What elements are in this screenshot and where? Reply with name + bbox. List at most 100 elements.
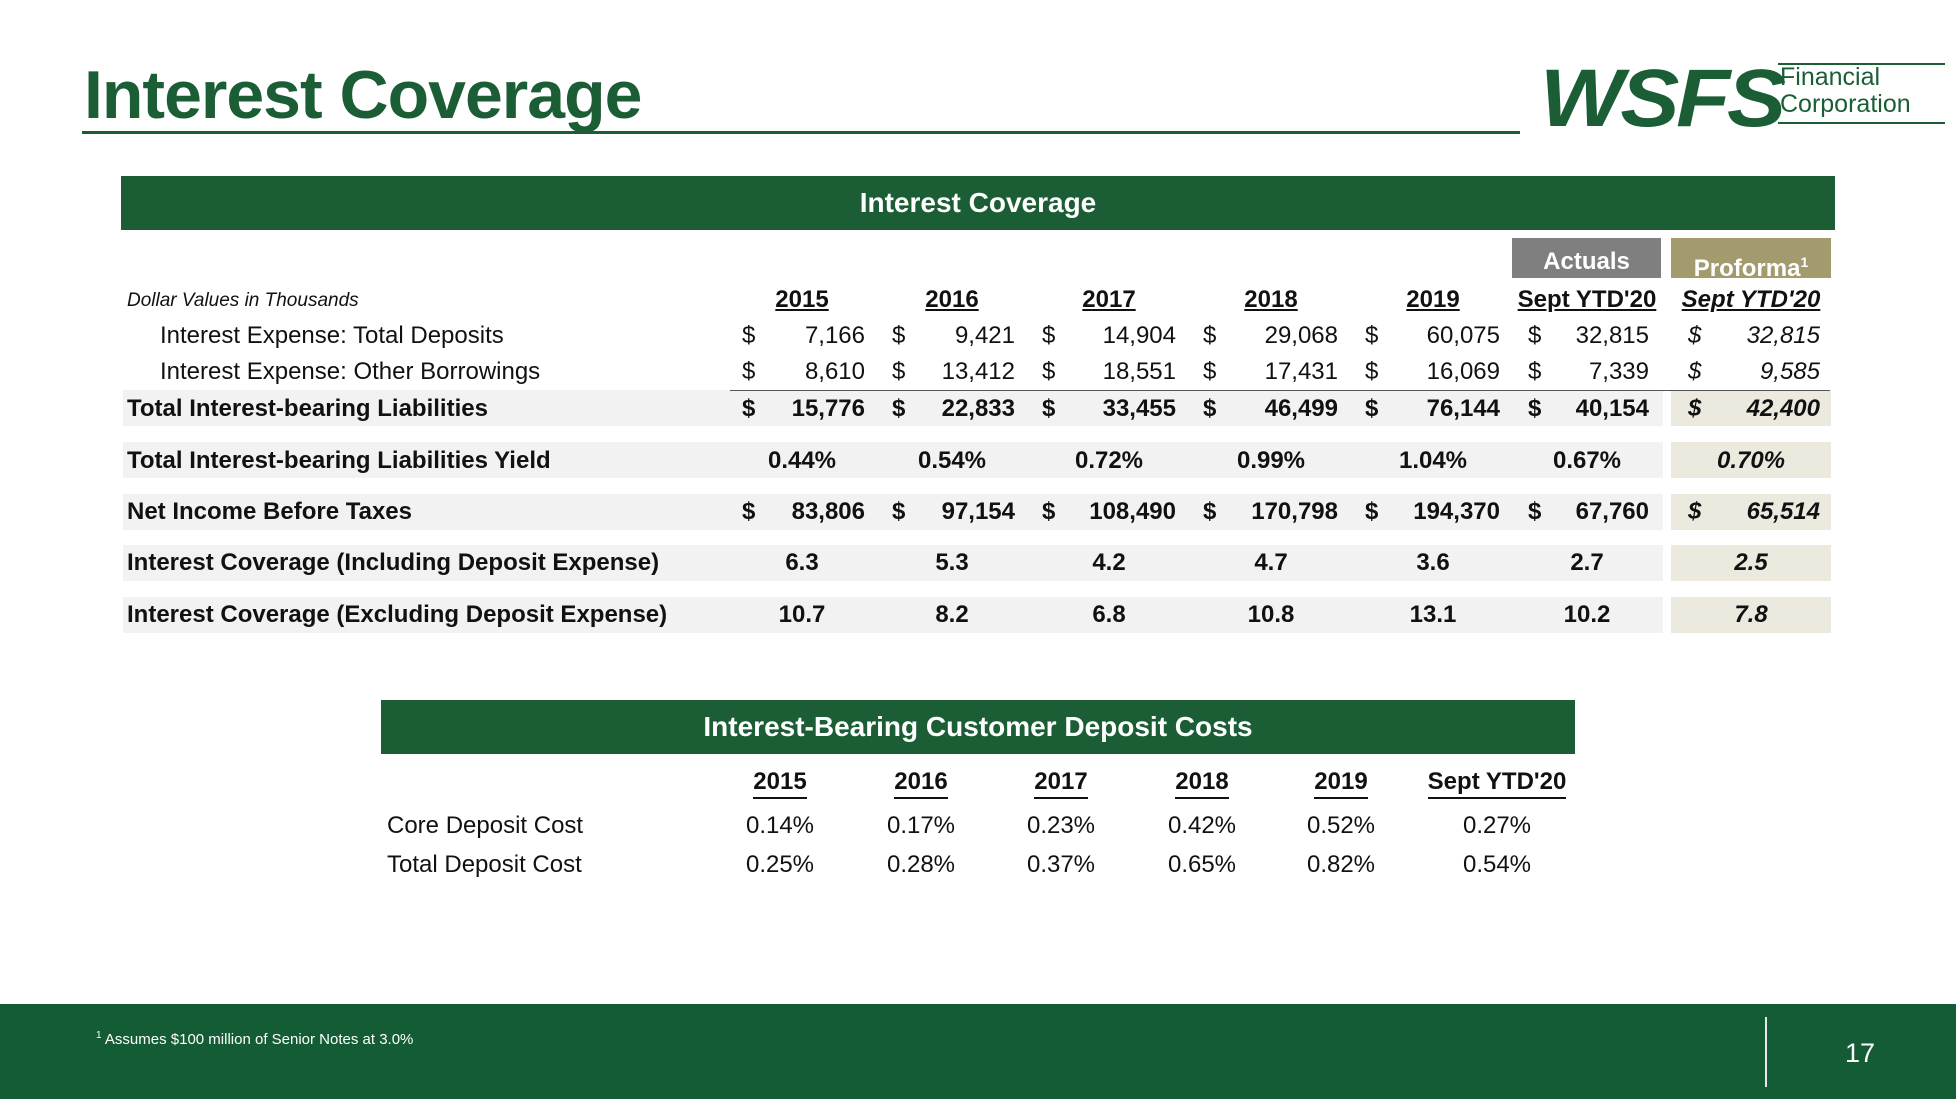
currency-symbol: $: [892, 395, 906, 422]
deposit-year-label: 2019: [1314, 768, 1368, 799]
deposit-cell-value: 0.37%: [1026, 851, 1096, 878]
title-divider: [82, 131, 1520, 134]
row-label: Total Interest-bearing Liabilities: [127, 395, 488, 422]
row-label: Net Income Before Taxes: [127, 498, 412, 525]
deposit-year-label: 2015: [753, 768, 807, 799]
currency-symbol: $: [1203, 358, 1217, 385]
deposit-cell-value: 0.23%: [1026, 812, 1096, 839]
cell-value: 9,421: [954, 322, 1015, 349]
currency-symbol: $: [1528, 322, 1542, 349]
cell-value: 18,551: [1102, 358, 1176, 385]
currency-symbol: $: [1528, 358, 1542, 385]
footnote: 1 Assumes $100 million of Senior Notes a…: [96, 1030, 413, 1048]
currency-symbol: $: [742, 395, 756, 422]
deposit-cell-value: 0.52%: [1306, 812, 1376, 839]
deposit-year-label: 2016: [894, 768, 948, 799]
deposit-cell-value: 0.82%: [1306, 851, 1376, 878]
currency-symbol: $: [1528, 498, 1542, 525]
proforma-background: [1671, 597, 1831, 633]
deposit-cell-value: 0.17%: [886, 812, 956, 839]
deposit-year-label: 2017: [1034, 768, 1088, 799]
currency-symbol: $: [1042, 395, 1056, 422]
year-header: Sept YTD'20: [1517, 286, 1657, 313]
proforma-background: [1671, 545, 1831, 581]
cell-value: 0.72%: [1074, 447, 1144, 474]
cell-value: 46,499: [1264, 395, 1338, 422]
coverage-table-title: Interest Coverage: [121, 176, 1835, 230]
cell-value: 67,760: [1575, 498, 1649, 525]
cell-value: 4.2: [1092, 549, 1126, 576]
row-label: Interest Expense: Other Borrowings: [160, 358, 541, 385]
cell-value: 7,166: [804, 322, 865, 349]
row-label: Interest Coverage (Excluding Deposit Exp…: [127, 601, 668, 628]
cell-value: 1.04%: [1398, 447, 1468, 474]
currency-symbol: $: [1203, 498, 1217, 525]
deposit-year-header: Sept YTD'20: [1412, 768, 1582, 799]
cell-value: 5.3: [935, 549, 969, 576]
currency-symbol: $: [1365, 498, 1379, 525]
cell-value: 32,815: [1575, 322, 1649, 349]
currency-symbol: $: [1203, 395, 1217, 422]
proforma-background: [1671, 494, 1831, 530]
year-header: Sept YTD'20: [1681, 286, 1821, 313]
currency-symbol: $: [1042, 322, 1056, 349]
logo-line1: Financial: [1780, 63, 1881, 91]
currency-symbol: $: [1042, 358, 1056, 385]
cell-value: 194,370: [1413, 498, 1500, 525]
proforma-label: Proforma: [1693, 255, 1801, 282]
deposit-row-label: Core Deposit Cost: [387, 812, 584, 839]
currency-symbol: $: [742, 498, 756, 525]
year-header: 2017: [1082, 286, 1136, 313]
cell-value: 0.99%: [1236, 447, 1306, 474]
cell-value: 42,400: [1746, 395, 1820, 422]
cell-value: 17,431: [1264, 358, 1338, 385]
currency-symbol: $: [1365, 322, 1379, 349]
cell-value: 170,798: [1251, 498, 1338, 525]
cell-value: 0.44%: [767, 447, 837, 474]
cell-value: 33,455: [1102, 395, 1176, 422]
row-background: [123, 390, 1663, 426]
cell-value: 8.2: [935, 601, 969, 628]
cell-value: 22,833: [941, 395, 1015, 422]
row-background: [123, 597, 1663, 633]
currency-symbol: $: [742, 322, 756, 349]
cell-value: 76,144: [1426, 395, 1500, 422]
currency-symbol: $: [892, 322, 906, 349]
deposit-year-header: 2017: [976, 768, 1146, 799]
cell-value: 10.7: [778, 601, 826, 628]
cell-value: 0.67%: [1552, 447, 1622, 474]
cell-value: 8,610: [804, 358, 865, 385]
cell-value: 2.7: [1570, 549, 1604, 576]
footnote-marker: 1: [1800, 254, 1809, 270]
cell-value: 0.54%: [917, 447, 987, 474]
cell-value: 65,514: [1746, 498, 1820, 525]
cell-value: 32,815: [1746, 322, 1820, 349]
cell-value: 7.8: [1734, 601, 1768, 628]
proforma-header: Proforma1: [1671, 238, 1831, 282]
currency-symbol: $: [1203, 322, 1217, 349]
total-rule: [730, 390, 1830, 391]
year-header: 2019: [1406, 286, 1460, 313]
table-subtitle: Dollar Values in Thousands: [127, 290, 359, 311]
footer-divider: [1765, 1017, 1767, 1087]
cell-value: 40,154: [1575, 395, 1649, 422]
row-label: Total Interest-bearing Liabilities Yield: [127, 447, 551, 474]
year-header: 2016: [925, 286, 979, 313]
page-title: Interest Coverage: [84, 57, 642, 133]
currency-symbol: $: [1365, 358, 1379, 385]
deposit-cell-value: 0.27%: [1462, 812, 1532, 839]
cell-value: 3.6: [1416, 549, 1450, 576]
row-label: Interest Coverage (Including Deposit Exp…: [127, 549, 660, 576]
currency-symbol: $: [892, 498, 906, 525]
cell-value: 16,069: [1426, 358, 1500, 385]
deposit-cell-value: 0.25%: [745, 851, 815, 878]
year-header: 2015: [775, 286, 829, 313]
currency-symbol: $: [1042, 498, 1056, 525]
deposit-cell-value: 0.14%: [745, 812, 815, 839]
deposit-year-header: 2015: [695, 768, 865, 799]
deposit-year-header: 2018: [1117, 768, 1287, 799]
cell-value: 13,412: [941, 358, 1015, 385]
row-background: [123, 494, 1663, 530]
actuals-header: Actuals: [1512, 238, 1661, 278]
deposit-cell-value: 0.54%: [1462, 851, 1532, 878]
